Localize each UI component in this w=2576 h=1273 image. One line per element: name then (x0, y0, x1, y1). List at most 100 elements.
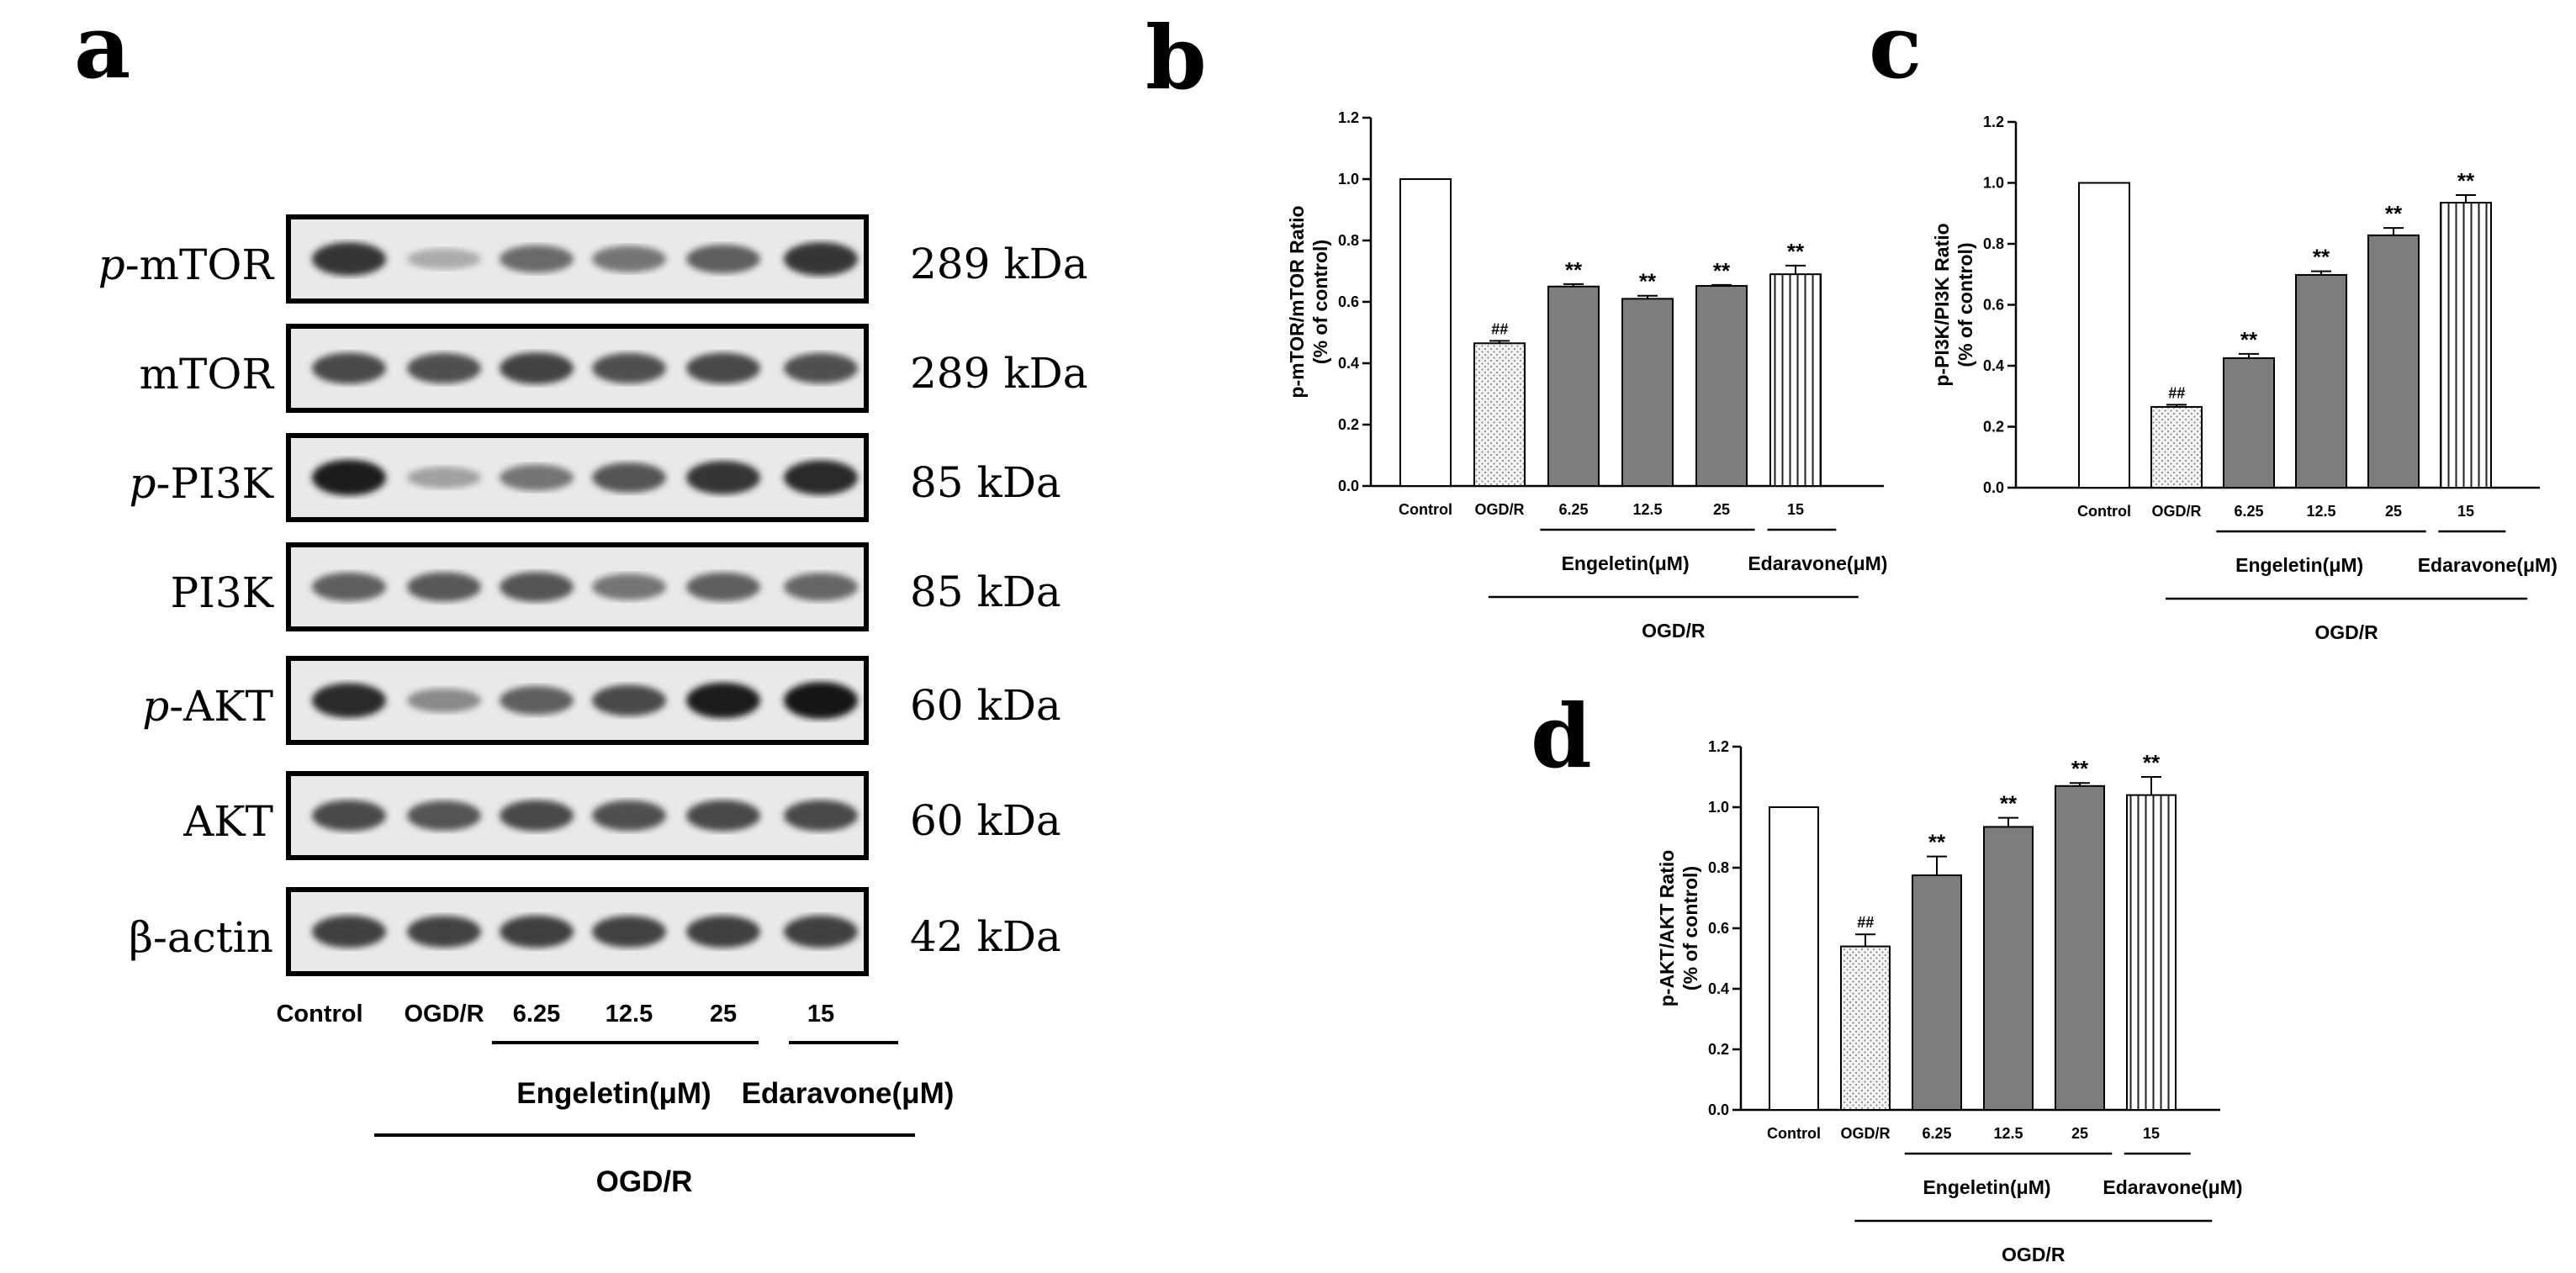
bar (2078, 182, 2130, 489)
blot-lane-label: 15 (807, 1001, 834, 1027)
blot-band (686, 915, 760, 948)
blot-band (592, 684, 666, 716)
significance-label: ** (1928, 830, 1946, 855)
y-axis-label: p-PI3K/PI3K Ratio(% of control) (1931, 223, 1976, 386)
blot-band (784, 915, 858, 948)
blot-kda: 85 kDa (910, 458, 1061, 507)
blot-band (312, 683, 386, 718)
blot-protein-name: β-actin (129, 913, 273, 962)
bar (2126, 794, 2177, 1111)
edaravone-group-label: Edaravone(μM) (742, 1077, 955, 1110)
significance-label: ** (1713, 258, 1731, 283)
ogdr-group-label: OGD/R (1642, 620, 1706, 642)
significance-label: ** (2313, 245, 2330, 270)
blot-row-label: p-PI3K (130, 459, 275, 508)
x-tick-label: 25 (1713, 501, 1730, 518)
y-tick-label: 0.2 (1983, 419, 2004, 436)
bar (1912, 874, 1962, 1111)
y-axis-label: p-AKT/AKT Ratio(% of control) (1656, 850, 1701, 1007)
blot-protein-name: AKT (182, 797, 273, 846)
blot-kda: 85 kDa (910, 568, 1061, 616)
significance-label: ## (2168, 384, 2185, 401)
blot-band (784, 460, 858, 495)
bar (2150, 405, 2203, 489)
blot-band (784, 573, 858, 601)
blot-band (592, 246, 666, 272)
bar (2055, 784, 2105, 1111)
engeletin-group-label: Engeletin(μM) (1562, 552, 1690, 574)
blot-band (312, 915, 386, 948)
blot-row-label: β-actin (129, 913, 273, 962)
x-tick-label: OGD/R (1840, 1125, 1890, 1142)
significance-label: ** (2071, 756, 2089, 781)
y-axis-label-line1: p-AKT/AKT Ratio (1656, 850, 1678, 1007)
y-axis-label-line1: p-mTOR/mTOR Ratio (1286, 205, 1308, 398)
y-tick-label: 0.8 (1708, 859, 1729, 876)
blot-band (312, 800, 386, 832)
bar (2295, 273, 2347, 489)
blot-prefix: p (98, 240, 125, 289)
x-tick-label: 6.25 (1922, 1125, 1951, 1142)
y-tick-label: 0.4 (1338, 355, 1359, 372)
chart-p-mtor: 0.0 0.2 0.4 0.6 0.8 1.0 1.2 p-mTOR/mTOR Ratio(%… (1286, 109, 1887, 642)
significance-label: ** (2457, 168, 2475, 193)
bar (1695, 285, 1748, 487)
blot-protein-name: mTOR (140, 350, 275, 399)
y-tick-label: 0.8 (1338, 232, 1359, 249)
x-tick-label: 12.5 (2306, 503, 2335, 520)
chart-p-akt: 0.0 0.2 0.4 0.6 0.8 1.0 1.2 p-AKT/AKT Ratio(% o… (1656, 738, 2243, 1265)
panel-letter-d: d (1531, 684, 1592, 788)
significance-label: ** (2385, 201, 2403, 226)
y-tick-label: 0.6 (1708, 920, 1729, 937)
edaravone-group-label: Edaravone(μM) (2418, 554, 2557, 576)
bar (1473, 342, 1526, 487)
blot-band (686, 682, 760, 719)
bar (1840, 945, 1891, 1111)
significance-label: ** (1565, 257, 1583, 283)
blot-kda: 289 kDa (910, 349, 1088, 398)
edaravone-group-label: Edaravone(μM) (2103, 1176, 2242, 1198)
x-tick-label: OGD/R (2151, 503, 2201, 520)
blot-frame (286, 771, 869, 860)
bar (1621, 298, 1674, 487)
y-tick-label: 0.8 (1983, 235, 2004, 252)
engeletin-group-label: Engeletin(μM) (516, 1077, 711, 1110)
blot-band (312, 242, 386, 276)
blot-band (784, 682, 858, 719)
blot-lane-label: 25 (710, 1001, 737, 1027)
blot-band (592, 573, 666, 600)
blot-row: PI3K 85 kDa (170, 542, 1061, 631)
blot-band (500, 685, 574, 716)
blot-band (592, 800, 666, 832)
bar (1547, 285, 1600, 487)
blot-row: AKT 60 kDa (182, 771, 1061, 860)
blot-kda: 60 kDa (910, 796, 1061, 845)
x-tick-label: 15 (1787, 501, 1804, 518)
significance-label: ** (2000, 791, 2018, 816)
blot-lane-label: OGD/R (404, 1001, 484, 1027)
blot-band (592, 462, 666, 493)
blot-lane-label: Control (276, 1001, 362, 1027)
y-axis-label-line1: p-PI3K/PI3K Ratio (1931, 223, 1953, 386)
blot-kda: 289 kDa (910, 240, 1088, 288)
panel-letter-a: a (74, 0, 130, 98)
blot-protein-name: PI3K (170, 568, 274, 617)
blot-protein-name: -PI3K (156, 459, 275, 508)
y-tick-label: 0.4 (1983, 357, 2004, 374)
engeletin-group-label: Engeletin(μM) (2235, 554, 2363, 576)
x-tick-label: 6.25 (1558, 501, 1588, 518)
significance-label: ** (2240, 327, 2258, 352)
ogdr-group-label: OGD/R (2002, 1244, 2066, 1265)
y-tick-label: 1.2 (1983, 114, 2004, 130)
panel-letter-b: b (1145, 6, 1207, 109)
y-tick-label: 0.6 (1983, 297, 2004, 314)
significance-label: ## (1491, 320, 1508, 337)
y-tick-label: 0.0 (1708, 1101, 1729, 1118)
blot-band (592, 352, 666, 384)
blot-row: p-PI3K 85 kDa (130, 433, 1061, 522)
y-axis-label-line2: (% of control) (1309, 240, 1331, 364)
x-tick-label: Control (2077, 503, 2131, 520)
blot-kda: 42 kDa (910, 912, 1061, 961)
blot-prefix: p (142, 682, 169, 731)
